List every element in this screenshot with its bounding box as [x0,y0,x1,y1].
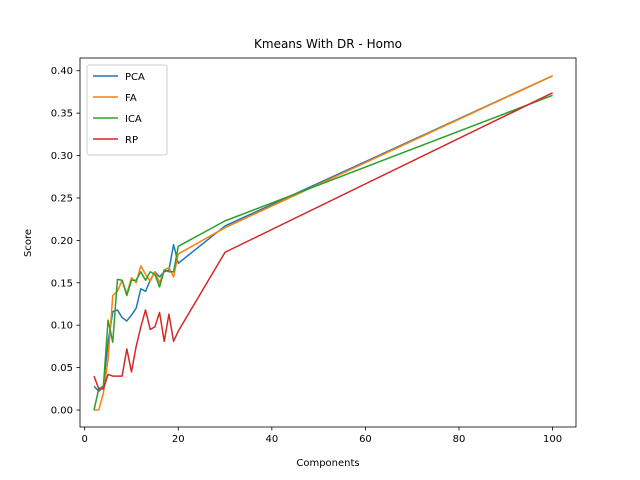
legend-label-rp: RP [125,135,138,146]
y-axis: 0.00 0.05 0.10 0.15 0.20 0.25 0.30 0.35 0.40 [51,66,80,417]
y-tick-label: 0.10 [51,321,73,332]
x-tick-label: 40 [265,434,278,445]
y-tick-label: 0.40 [51,66,73,77]
x-axis-label: Components [296,458,359,469]
y-tick-label: 0.30 [51,151,73,162]
legend-box [86,64,168,156]
x-tick-label: 0 [81,434,87,445]
series-line-ica [93,94,553,411]
legend-label-fa: FA [125,93,137,104]
y-tick-label: 0.35 [51,109,73,120]
y-tick-label: 0.05 [51,363,73,374]
x-tick-label: 60 [359,434,372,445]
x-tick-label: 80 [453,434,466,445]
y-tick-label: 0.15 [51,278,73,289]
chart-title: Kmeans With DR - Homo [254,37,402,51]
series-line-rp [93,92,553,390]
legend: PCA FA ICA RP [86,64,168,156]
x-axis: 0 20 40 60 80 100 [81,427,562,445]
legend-label-ica: ICA [125,114,142,125]
y-tick-label: 0.00 [51,406,73,417]
y-tick-label: 0.25 [51,193,73,204]
x-tick-label: 20 [172,434,185,445]
plot-lines [93,75,553,411]
x-tick-label: 100 [543,434,562,445]
legend-label-pca: PCA [125,72,145,83]
y-axis-label: Score [23,229,34,257]
plot-frame [79,57,577,428]
y-tick-label: 0.20 [51,236,73,247]
series-line-fa [94,75,553,411]
